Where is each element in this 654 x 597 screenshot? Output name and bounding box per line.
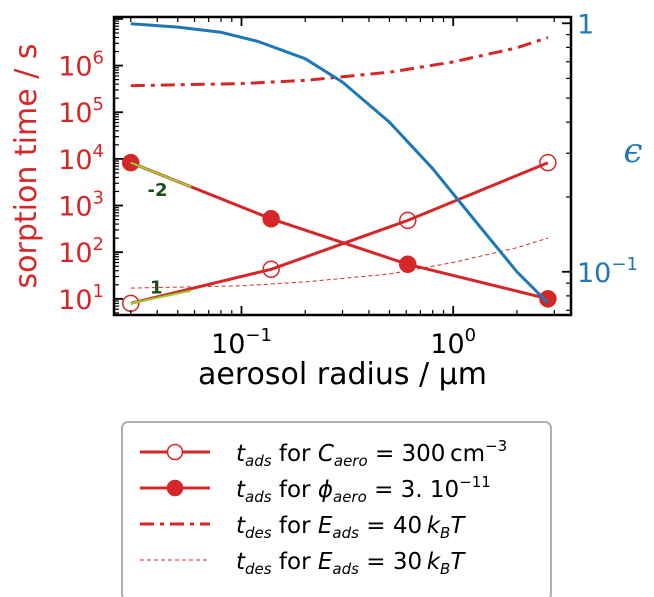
- x-axis-label: aerosol radius / μm: [198, 357, 487, 392]
- y-left-tick-label: 103: [58, 188, 104, 223]
- legend-marker-2: [166, 479, 184, 497]
- y-right-axis-label: ϵ: [623, 131, 642, 171]
- y-left-tick-label: 105: [58, 94, 104, 129]
- y-right-tick-label: 10−1: [577, 254, 638, 289]
- series-line-5: [130, 22, 549, 304]
- slope-line-1: [130, 161, 192, 188]
- series-1-point: [539, 153, 557, 172]
- legend-entry-1: tads for Caero = 300 cm−3: [236, 437, 507, 470]
- plot-frame: [112, 15, 573, 317]
- series-2-point: [399, 255, 417, 274]
- y-left-tick-label: 104: [58, 141, 104, 176]
- series-line-2: [130, 161, 549, 301]
- y-right-tick-label: 1: [577, 9, 594, 40]
- legend-entry-4: tdes for Eads = 30 kBT: [236, 549, 466, 578]
- x-tick-label: 10−1: [211, 325, 272, 360]
- series-line-3: [130, 36, 549, 88]
- slope-line-2: [130, 289, 192, 305]
- labels-layer: -2 1 10−1 100 101 102 103 104 105 106 10−1 1 aerosol…: [9, 9, 643, 392]
- slope-annotation-2: 1: [150, 278, 163, 299]
- y-left-tick-label: 101: [58, 281, 104, 316]
- slope-annotation-1: -2: [148, 180, 168, 201]
- series-1-point: [262, 260, 280, 279]
- series-2-point: [539, 290, 557, 308]
- series-layer: [122, 22, 557, 313]
- x-tick-label: 100: [430, 325, 476, 360]
- legend-box: [121, 421, 552, 597]
- y-left-tick-label: 106: [58, 48, 104, 83]
- legend-entry-3: tdes for Eads = 40 kBT: [236, 513, 466, 542]
- y-left-axis-label: sorption time / s: [9, 44, 44, 289]
- y-left-tick-label: 102: [58, 234, 104, 269]
- ticks-layer: [114, 17, 571, 315]
- legend-marker-1: [166, 443, 184, 461]
- series-1-point: [399, 211, 417, 230]
- series-2-point: [262, 210, 280, 228]
- series-line-4: [130, 237, 549, 289]
- legend-entry-2: tads for ϕaero = 3. 10−11: [236, 473, 491, 506]
